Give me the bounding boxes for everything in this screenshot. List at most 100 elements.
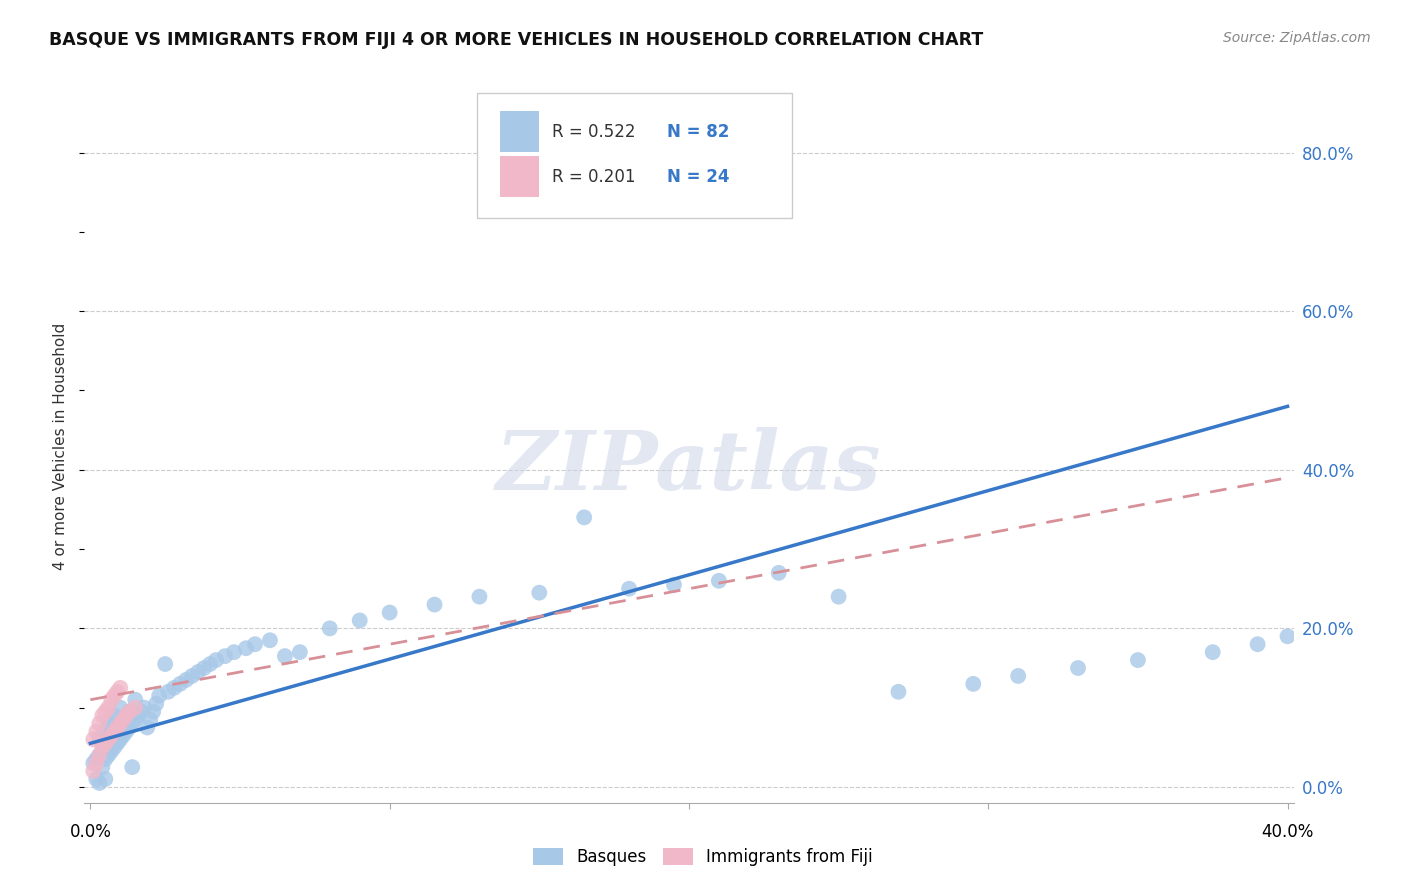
Point [91,760,114,774]
Text: N = 82: N = 82 [668,123,730,141]
Point [89,732,111,747]
Point [529,585,551,599]
Point [91,728,114,742]
Point [468,590,491,604]
Point [222,645,245,659]
Point [962,677,984,691]
Point [100,728,122,742]
Point [110,716,132,731]
Point [91,740,114,755]
Point [100,744,122,758]
Point [617,582,640,596]
Point [100,713,122,727]
Point [82,756,104,771]
Point [139,713,162,727]
Legend: Basques, Immigrants from Fiji: Basques, Immigrants from Fiji [524,840,882,875]
Point [105,685,128,699]
Point [572,510,595,524]
Point [103,740,125,755]
Point [243,637,266,651]
Point [82,764,104,778]
Point [288,645,311,659]
Text: 40.0%: 40.0% [1261,822,1313,841]
Point [423,598,446,612]
Point [94,724,117,739]
Point [110,716,132,731]
Point [1277,629,1299,643]
Point [124,713,146,727]
Point [121,716,143,731]
Point [193,661,215,675]
Point [86,724,108,739]
FancyBboxPatch shape [501,156,538,197]
Point [214,649,236,664]
Point [94,772,117,786]
Point [94,705,117,719]
Point [187,665,209,679]
Point [118,721,141,735]
Point [198,657,221,671]
Point [134,700,156,714]
Point [100,728,122,742]
Point [1246,637,1268,651]
Point [274,649,297,664]
Point [163,681,186,695]
Point [103,724,125,739]
Point [112,713,135,727]
Text: N = 24: N = 24 [668,168,730,186]
Point [97,732,120,747]
Point [115,724,138,739]
Point [142,705,165,719]
Point [1202,645,1225,659]
Point [97,716,120,731]
Point [91,708,114,723]
Point [112,713,135,727]
Y-axis label: 4 or more Vehicles in Household: 4 or more Vehicles in Household [53,322,69,570]
Point [1007,669,1029,683]
Text: BASQUE VS IMMIGRANTS FROM FIJI 4 OR MORE VEHICLES IN HOUSEHOLD CORRELATION CHART: BASQUE VS IMMIGRANTS FROM FIJI 4 OR MORE… [49,31,983,49]
Point [127,708,149,723]
FancyBboxPatch shape [501,112,538,152]
Point [235,641,257,656]
Point [118,705,141,719]
Point [110,681,132,695]
Point [105,721,128,735]
Point [103,708,125,723]
Point [86,756,108,771]
Point [91,744,114,758]
Point [157,685,180,699]
Point [136,721,159,735]
Point [86,752,108,766]
Point [89,748,111,763]
Point [662,578,685,592]
Point [97,700,120,714]
Point [82,732,104,747]
Point [97,748,120,763]
Point [86,772,108,786]
Point [378,606,401,620]
Text: Source: ZipAtlas.com: Source: ZipAtlas.com [1223,31,1371,45]
Point [148,689,170,703]
Point [1126,653,1149,667]
Text: ZIPatlas: ZIPatlas [496,427,882,508]
Point [89,776,111,790]
Point [112,728,135,742]
Point [115,708,138,723]
Point [145,697,167,711]
FancyBboxPatch shape [478,93,792,218]
Point [105,721,128,735]
Point [707,574,730,588]
Point [1067,661,1090,675]
Point [110,732,132,747]
Point [129,705,152,719]
Point [115,708,138,723]
Point [169,677,191,691]
Point [124,692,146,706]
Text: 0.0%: 0.0% [69,822,111,841]
Point [103,724,125,739]
Text: R = 0.522: R = 0.522 [553,123,636,141]
Point [110,700,132,714]
Point [768,566,790,580]
Point [181,669,204,683]
Text: R = 0.201: R = 0.201 [553,168,636,186]
